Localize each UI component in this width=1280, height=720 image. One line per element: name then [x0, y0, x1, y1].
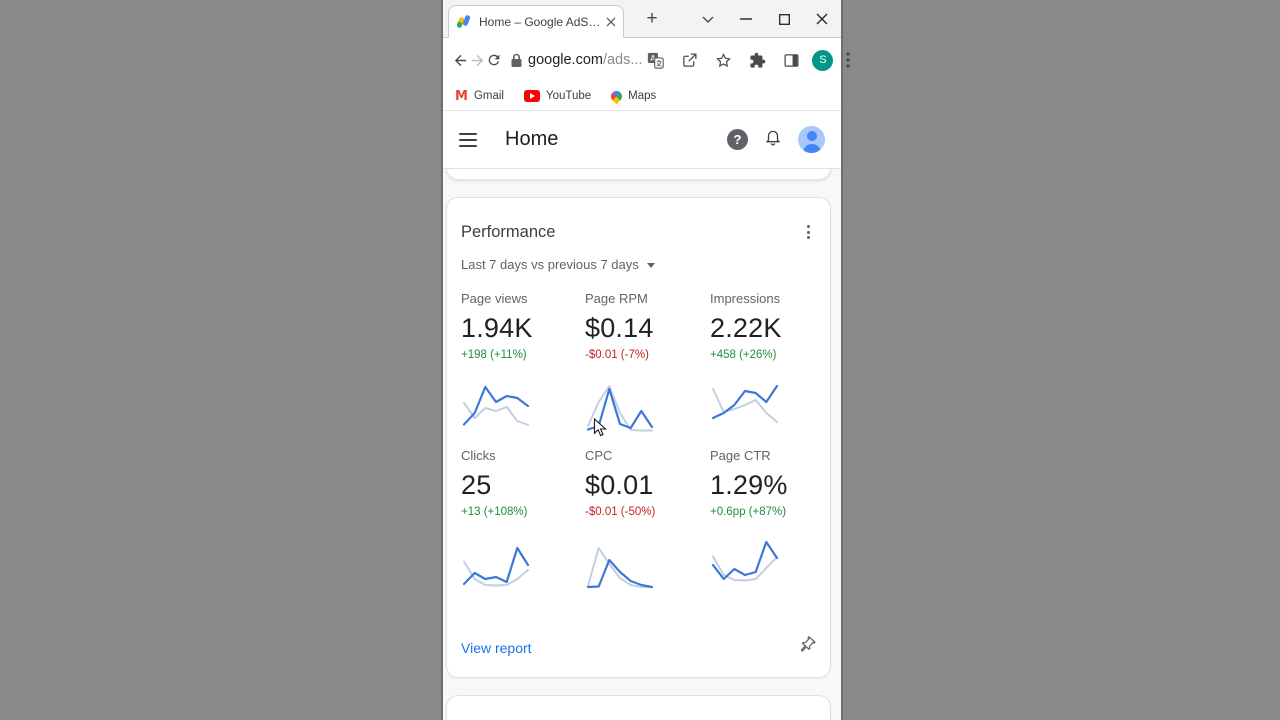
next-card-top [446, 695, 831, 720]
metric-value: $0.14 [585, 313, 654, 343]
bookmark-label: YouTube [545, 90, 592, 102]
pin-icon[interactable] [797, 636, 816, 660]
adsense-header: Home ? [443, 111, 841, 169]
account-avatar[interactable] [798, 126, 825, 153]
bookmark-gmail[interactable]: M Gmail [455, 89, 504, 104]
metric-value: 1.29% [710, 470, 788, 500]
sparkline-clicks [462, 546, 530, 587]
metric-delta: -$0.01 (-7%) [585, 349, 649, 361]
youtube-icon [523, 90, 540, 102]
browser-window: Home – Google AdSense + [441, 0, 851, 720]
metric-cpc: CPC $0.01 -$0.01 (-50%) [585, 448, 710, 605]
metric-label: Clicks [461, 448, 496, 463]
reload-icon[interactable] [486, 47, 502, 74]
metric-delta: -$0.01 (-50%) [585, 506, 656, 518]
metric-delta: +13 (+108%) [461, 506, 528, 518]
metrics-grid: Page views 1.94K +198 (+11%) Page RPM $0… [461, 291, 816, 605]
bookmark-maps[interactable]: Maps [608, 88, 657, 104]
page-content: Performance Last 7 days vs previous 7 da… [443, 169, 841, 720]
metric-page-rpm: Page RPM $0.14 -$0.01 (-7%) [585, 291, 710, 448]
metric-label: Page views [461, 291, 528, 306]
new-tab-button[interactable]: + [646, 8, 658, 29]
tab-title: Home – Google AdSense [479, 15, 606, 29]
chevron-down-icon [646, 263, 655, 268]
mouse-cursor-icon [593, 417, 607, 443]
metric-page-views: Page views 1.94K +198 (+11%) [461, 291, 585, 448]
adsense-favicon-icon [456, 14, 472, 30]
date-range-dropdown[interactable]: Last 7 days vs previous 7 days [461, 257, 816, 272]
tab-search-chevron-icon[interactable] [689, 0, 727, 38]
gmail-icon: M [455, 88, 468, 104]
forward-icon[interactable] [469, 47, 486, 74]
metric-label: Impressions [710, 291, 781, 306]
metric-impressions: Impressions 2.22K +458 (+26%) [710, 291, 816, 448]
address-bar[interactable]: google.com/ads... [528, 52, 642, 68]
metric-value: 25 [461, 470, 492, 500]
bookmark-label: Gmail [473, 90, 504, 102]
metric-page-ctr: Page CTR 1.29% +0.6pp (+87%) [710, 448, 816, 605]
previous-card-bottom [446, 169, 831, 180]
date-range-label: Last 7 days vs previous 7 days [461, 257, 639, 272]
metric-label: Page RPM [585, 291, 648, 306]
card-kebab-icon[interactable] [801, 222, 816, 242]
browser-toolbar: google.com/ads... A S [443, 38, 851, 82]
metric-clicks: Clicks 25 +13 (+108%) [461, 448, 585, 605]
metric-label: Page CTR [710, 448, 771, 463]
side-panel-icon[interactable] [778, 47, 805, 74]
metric-value: 2.22K [710, 313, 782, 343]
window-close-icon[interactable] [803, 0, 841, 38]
browser-tab[interactable]: Home – Google AdSense [448, 5, 624, 38]
metric-delta: +0.6pp (+87%) [710, 506, 787, 518]
bookmark-label: Maps [628, 90, 657, 102]
sparkline-impressions [711, 384, 779, 423]
metric-value: $0.01 [585, 470, 654, 500]
metric-value: 1.94K [461, 313, 533, 343]
extensions-puzzle-icon[interactable] [744, 47, 771, 74]
maximize-icon[interactable] [765, 0, 803, 38]
maps-icon [608, 88, 625, 104]
metric-delta: +458 (+26%) [710, 349, 777, 361]
sparkline-page-views [462, 385, 530, 426]
browser-menu-kebab-icon[interactable] [840, 47, 856, 74]
url-host: google.com [528, 52, 603, 68]
performance-card: Performance Last 7 days vs previous 7 da… [446, 197, 831, 678]
svg-text:A: A [651, 53, 657, 62]
card-title: Performance [461, 222, 556, 241]
back-icon[interactable] [452, 47, 469, 74]
notifications-bell-icon[interactable] [764, 127, 782, 152]
bookmark-star-icon[interactable] [710, 47, 737, 74]
bookmarks-bar: M Gmail YouTube Maps [443, 82, 841, 111]
browser-profile-avatar[interactable]: S [812, 49, 834, 71]
sparkline-cpc [586, 547, 654, 589]
share-icon[interactable] [676, 47, 703, 74]
window-controls [689, 0, 841, 38]
bookmark-youtube[interactable]: YouTube [523, 90, 592, 102]
sparkline-page-ctr [711, 540, 779, 582]
minimize-icon[interactable] [727, 0, 765, 38]
tab-strip: Home – Google AdSense + [443, 0, 841, 38]
url-path: /ads... [602, 52, 643, 68]
metric-delta: +198 (+11%) [461, 349, 527, 361]
view-report-link[interactable]: View report [461, 640, 532, 656]
page-title: Home [505, 128, 559, 150]
tab-close-icon[interactable] [606, 17, 616, 27]
lock-icon[interactable] [510, 47, 523, 74]
translate-icon[interactable]: A [642, 47, 669, 74]
help-icon[interactable]: ? [727, 129, 748, 150]
metric-label: CPC [585, 448, 613, 463]
hamburger-menu-icon[interactable] [459, 132, 477, 147]
